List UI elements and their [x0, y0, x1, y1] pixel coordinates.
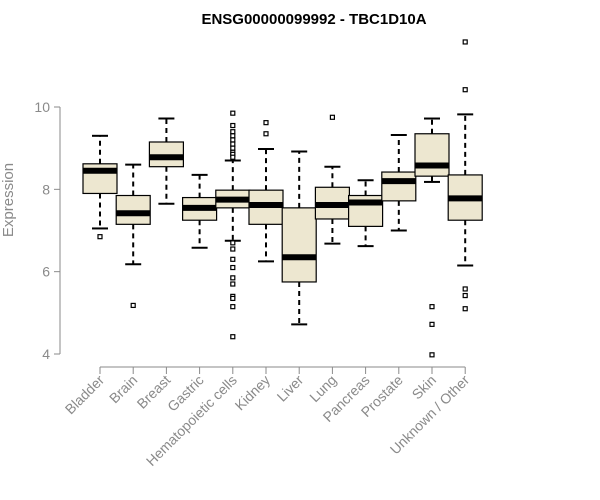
- box-kidney: [248, 120, 284, 263]
- box-iqr: [381, 171, 417, 202]
- outlier-point: [462, 286, 468, 292]
- box-lung: [314, 114, 350, 245]
- axes: 4 6 8 10: [34, 99, 466, 374]
- box-iqr: [115, 194, 151, 225]
- box-bladder: [82, 134, 118, 240]
- outlier-point: [462, 306, 468, 312]
- y-tick-label: 8: [42, 181, 50, 197]
- box-unknown-other: [447, 39, 483, 312]
- outlier-point: [230, 133, 236, 139]
- outlier-point: [230, 295, 236, 302]
- outlier-point: [230, 281, 236, 287]
- outlier-point: [97, 234, 103, 240]
- y-tick-label: 6: [42, 264, 50, 280]
- outlier-point: [429, 352, 435, 358]
- x-tick-label: Kidney: [232, 372, 274, 414]
- box-pancreas: [348, 179, 384, 248]
- outlier-point: [329, 114, 335, 120]
- outlier-point: [230, 145, 236, 151]
- outlier-point: [230, 304, 236, 310]
- outlier-point: [230, 154, 236, 160]
- box-skin: [414, 117, 450, 358]
- outlier-point: [263, 131, 269, 137]
- outlier-point: [462, 87, 468, 93]
- x-tick-label: Liver: [274, 372, 307, 405]
- outlier-point: [230, 137, 236, 143]
- box-gastric: [182, 173, 218, 249]
- chart-title: ENSG00000099992 - TBC1D10A: [201, 11, 426, 28]
- outlier-point: [130, 302, 136, 309]
- boxes: [82, 39, 483, 358]
- outlier-point: [230, 264, 236, 271]
- outlier-point: [263, 120, 269, 126]
- y-tick-label: 10: [34, 99, 50, 115]
- box-iqr: [281, 207, 317, 283]
- outlier-point: [462, 39, 468, 45]
- outlier-point: [230, 240, 236, 246]
- outlier-point: [429, 321, 435, 327]
- box-prostate: [381, 133, 417, 232]
- outlier-point: [462, 292, 468, 299]
- outlier-point: [230, 256, 236, 262]
- outlier-point: [429, 304, 435, 310]
- box-breast: [148, 117, 184, 205]
- box-liver: [281, 150, 317, 326]
- outlier-point: [230, 129, 236, 135]
- y-tick-label: 4: [42, 346, 50, 362]
- outlier-point: [230, 275, 236, 281]
- box-iqr: [414, 133, 450, 177]
- box-hematopoietic-cells: [215, 110, 251, 340]
- y-axis-label: Expression: [0, 163, 17, 237]
- outlier-point: [230, 110, 236, 116]
- outlier-point: [230, 334, 236, 340]
- outlier-point: [230, 122, 236, 129]
- outlier-point: [230, 141, 236, 147]
- x-tick-label: Bladder: [62, 372, 108, 418]
- box-brain: [115, 163, 151, 309]
- outlier-point: [230, 246, 236, 252]
